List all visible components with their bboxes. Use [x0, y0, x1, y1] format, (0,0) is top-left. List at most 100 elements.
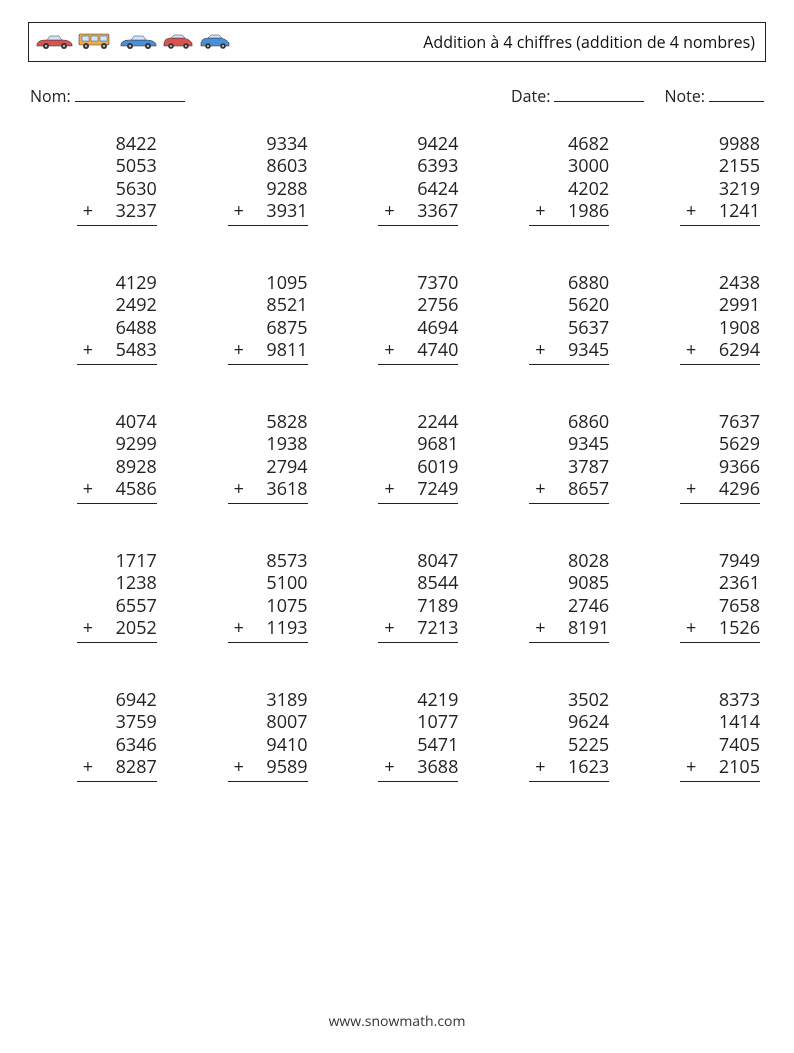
addend-stack: 857351001075+1193 [236, 550, 308, 640]
addend-last: +3688 [386, 756, 458, 779]
addition-problem: 407492998928+4586 [34, 411, 157, 504]
addend-last: +4296 [688, 478, 760, 501]
addend-last: +3618 [236, 478, 308, 501]
addend: 7370 [386, 272, 458, 295]
addend: 8573 [236, 550, 308, 573]
sum-rule [228, 225, 308, 226]
addend: 6942 [85, 689, 157, 712]
addend: 4129 [85, 272, 157, 295]
sum-rule [378, 364, 458, 365]
addend: 6875 [236, 317, 308, 340]
addend-last: +7213 [386, 617, 458, 640]
addend-last: +2052 [85, 617, 157, 640]
addition-problem: 412924926488+5483 [34, 272, 157, 365]
sum-rule [680, 503, 760, 504]
addend: 2746 [537, 595, 609, 618]
addend-last: +9589 [236, 756, 308, 779]
addend: 7949 [688, 550, 760, 573]
score-label: Note: [664, 85, 705, 107]
addend-stack: 686093453787+8657 [537, 411, 609, 501]
addend-stack: 737027564694+4740 [386, 272, 458, 362]
addend: 1908 [688, 317, 760, 340]
addend-last: +3367 [386, 200, 458, 223]
sum-rule [529, 225, 609, 226]
addend-last: +9811 [236, 339, 308, 362]
addend-last: +8191 [537, 617, 609, 640]
addend-stack: 468230004202+1986 [537, 133, 609, 223]
addition-problem: 837314147405+2105 [637, 689, 760, 782]
addend: 6557 [85, 595, 157, 618]
addend: 8544 [386, 572, 458, 595]
plus-sign: + [234, 756, 244, 779]
sum-rule [77, 503, 157, 504]
addend: 5629 [688, 433, 760, 456]
plus-sign: + [384, 617, 394, 640]
addition-problem: 350296245225+1623 [486, 689, 609, 782]
plus-sign: + [535, 617, 545, 640]
addend: 2438 [688, 272, 760, 295]
date-field: Date: [511, 84, 644, 107]
addend-stack: 998821553219+1241 [688, 133, 760, 223]
addend: 5630 [85, 178, 157, 201]
plus-sign: + [535, 478, 545, 501]
addend: 1095 [236, 272, 308, 295]
addend: 9299 [85, 433, 157, 456]
sum-rule [529, 781, 609, 782]
addend: 5100 [236, 572, 308, 595]
addend: 5053 [85, 155, 157, 178]
plus-sign: + [234, 478, 244, 501]
date-blank[interactable] [554, 84, 644, 102]
worksheet-title: Addition à 4 chiffres (addition de 4 nom… [423, 31, 755, 53]
addend: 3219 [688, 178, 760, 201]
addend: 9410 [236, 734, 308, 757]
sum-rule [529, 503, 609, 504]
plus-sign: + [686, 339, 696, 362]
addition-problem: 842250535630+3237 [34, 133, 157, 226]
addition-problem: 686093453787+8657 [486, 411, 609, 504]
plus-sign: + [83, 617, 93, 640]
name-blank[interactable] [75, 84, 185, 102]
addend-stack: 694237596346+8287 [85, 689, 157, 779]
plus-sign: + [535, 200, 545, 223]
addition-problem: 737027564694+4740 [336, 272, 459, 365]
addend: 6424 [386, 178, 458, 201]
plus-sign: + [535, 756, 545, 779]
addend: 9988 [688, 133, 760, 156]
addend-last: +1623 [537, 756, 609, 779]
addend: 8028 [537, 550, 609, 573]
sum-rule [680, 364, 760, 365]
sum-rule [228, 642, 308, 643]
addition-problem: 942463936424+3367 [336, 133, 459, 226]
addend: 6393 [386, 155, 458, 178]
meta-row: Nom: Date: Note: [28, 84, 766, 107]
addend-stack: 350296245225+1623 [537, 689, 609, 779]
addend-last: +1986 [537, 200, 609, 223]
addend-last: +3931 [236, 200, 308, 223]
addend: 9345 [537, 433, 609, 456]
score-blank[interactable] [709, 84, 764, 102]
plus-sign: + [83, 478, 93, 501]
addend: 1717 [85, 550, 157, 573]
addend: 4694 [386, 317, 458, 340]
addend-stack: 421910775471+3688 [386, 689, 458, 779]
sum-rule [77, 364, 157, 365]
footer-url: www.snowmath.com [0, 1012, 794, 1031]
addend-last: +5483 [85, 339, 157, 362]
sum-rule [77, 781, 157, 782]
addend-last: +1526 [688, 617, 760, 640]
addend-stack: 688056205637+9345 [537, 272, 609, 362]
addition-problem: 694237596346+8287 [34, 689, 157, 782]
addend: 1238 [85, 572, 157, 595]
addend: 9424 [386, 133, 458, 156]
date-label: Date: [511, 85, 550, 107]
addend: 9366 [688, 456, 760, 479]
addend: 8007 [236, 711, 308, 734]
addition-problem: 804785447189+7213 [336, 550, 459, 643]
plus-sign: + [384, 756, 394, 779]
addend-last: +8287 [85, 756, 157, 779]
addend: 5225 [537, 734, 609, 757]
addition-problem: 171712386557+2052 [34, 550, 157, 643]
sum-rule [228, 781, 308, 782]
addend: 2492 [85, 294, 157, 317]
addition-problem: 582819382794+3618 [185, 411, 308, 504]
